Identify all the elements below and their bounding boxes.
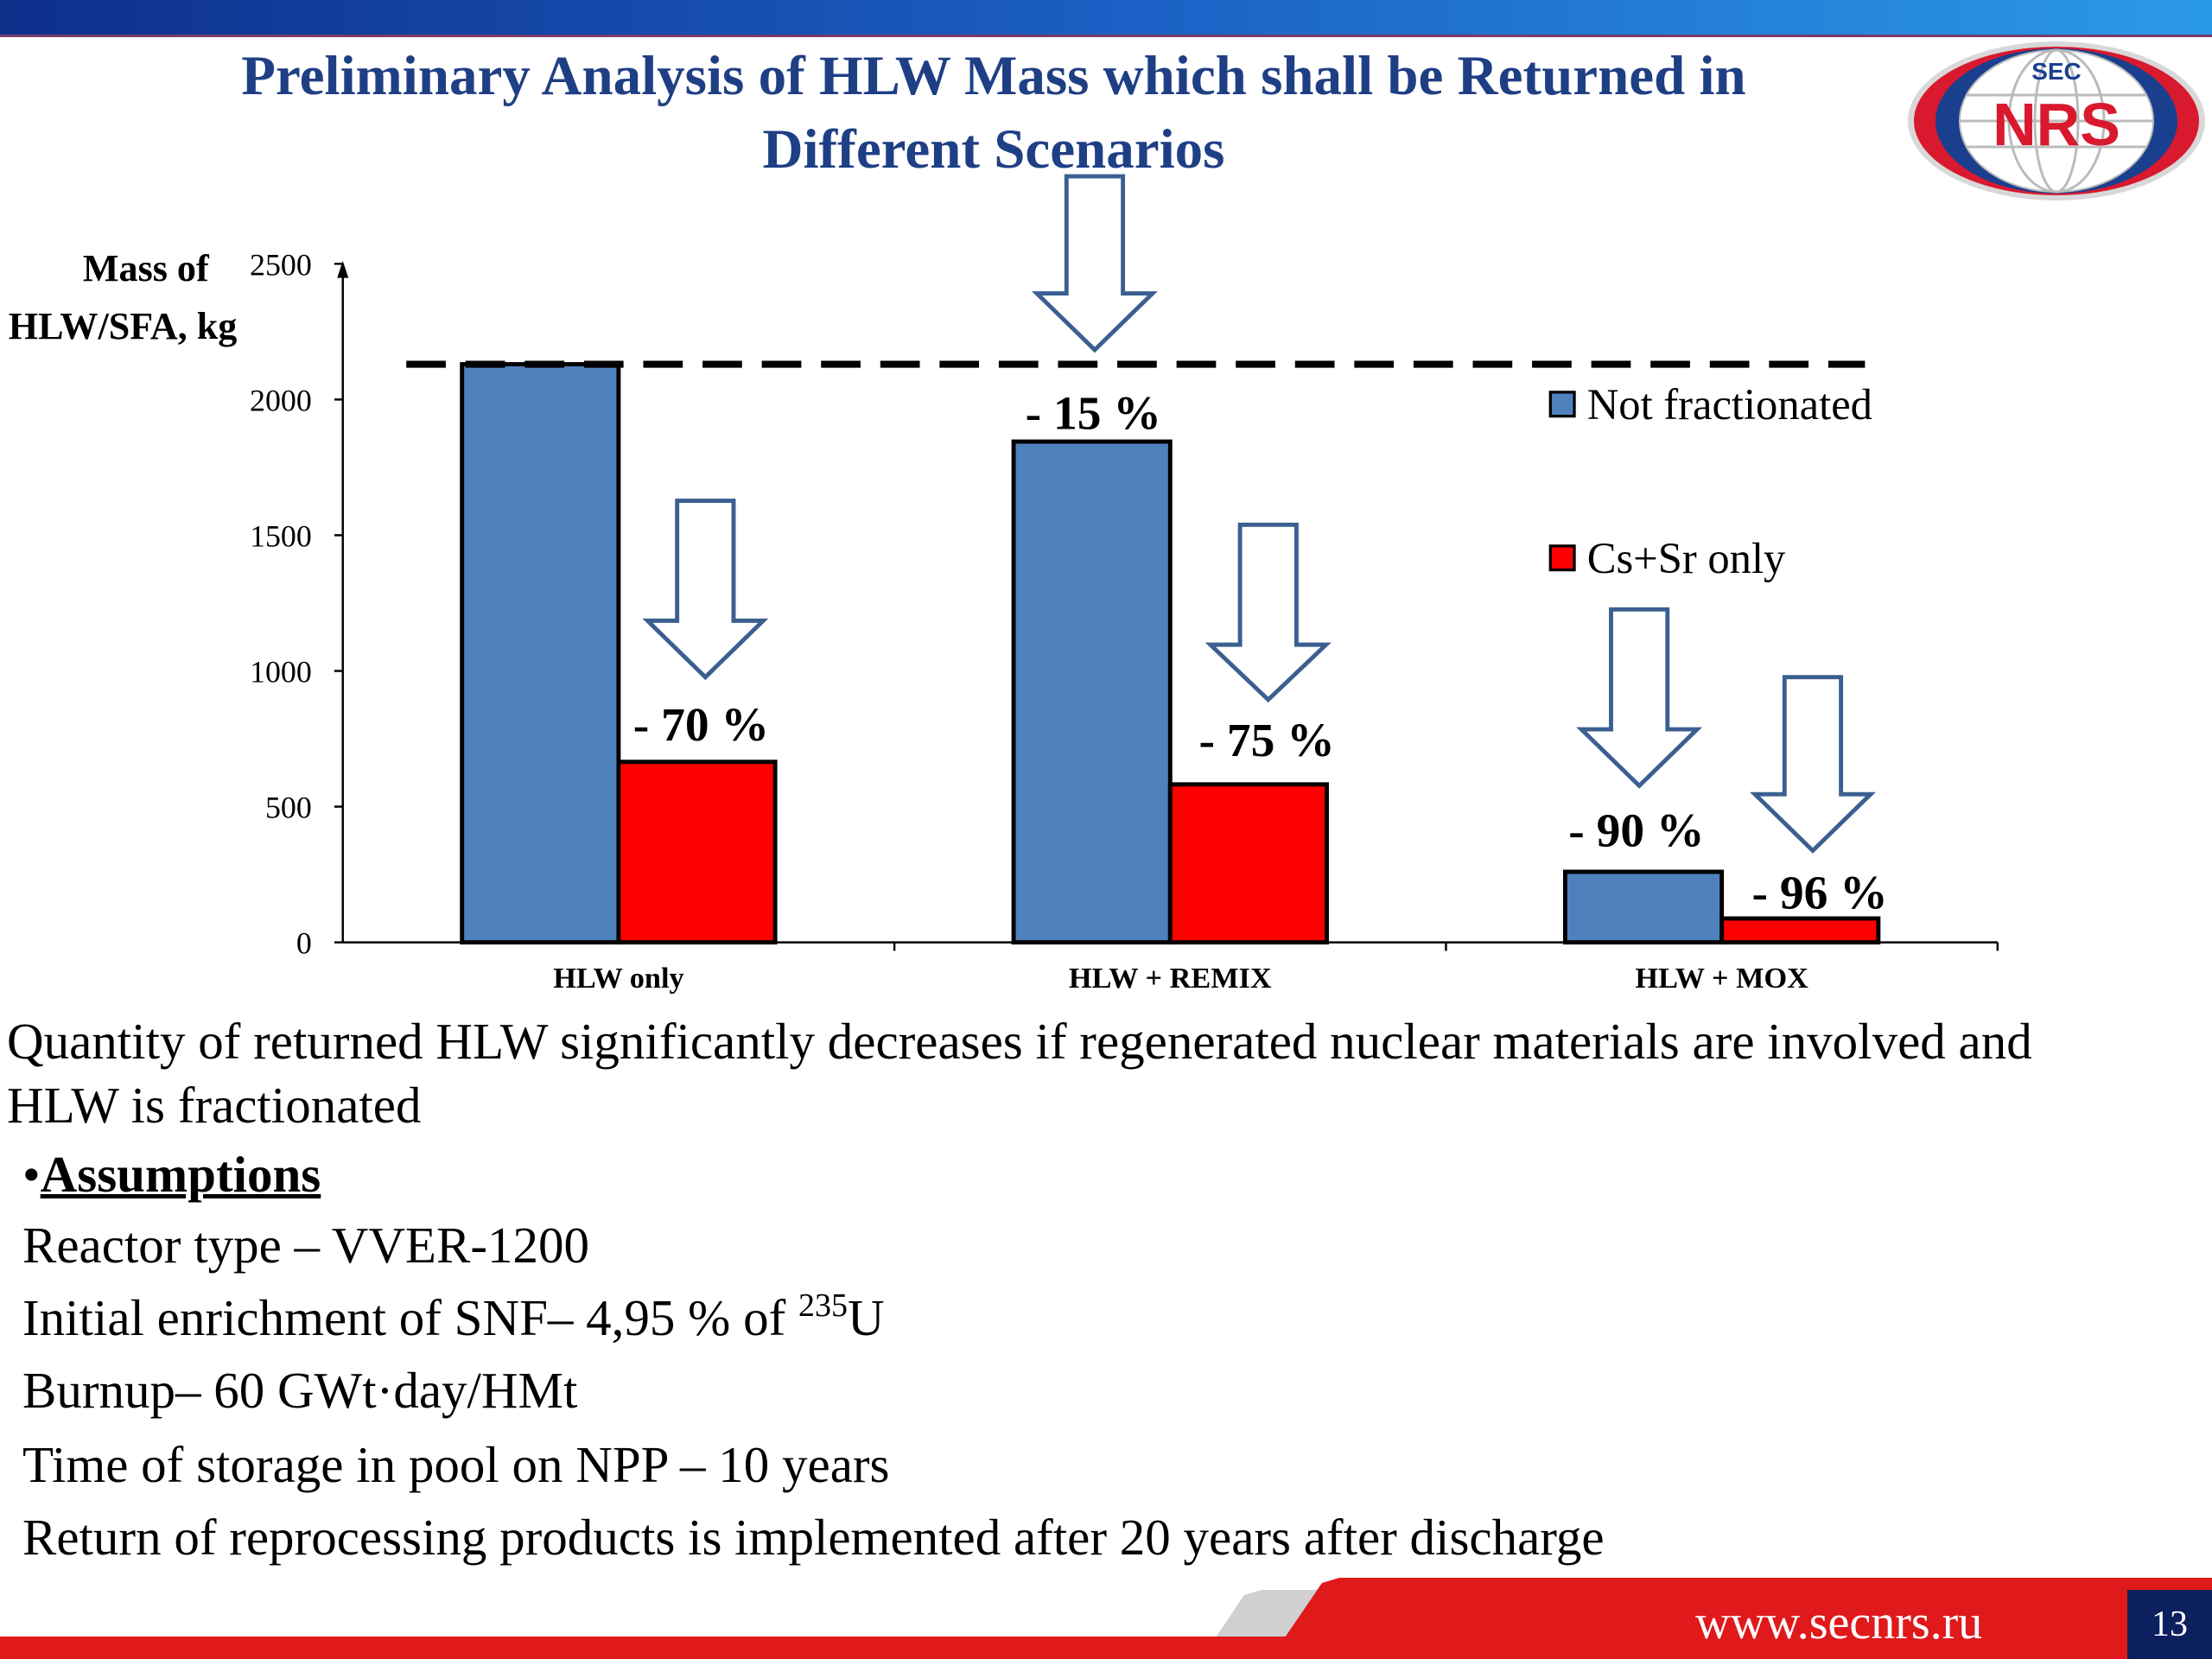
percent-reduction-label: - 90 % <box>1568 805 1704 858</box>
summary-line-1: Quantity of returned HLW significantly d… <box>7 1013 2032 1070</box>
down-arrow-icon <box>1031 174 1158 353</box>
bar-not-fractionated <box>1562 869 1725 945</box>
bar-cs-sr-only <box>1167 782 1329 945</box>
top-bar <box>0 0 2212 37</box>
footer-bar <box>0 1578 2212 1659</box>
logo-nrs-text: NRS <box>1993 91 2120 158</box>
assumption-reactor: Reactor type – VVER-1200 <box>22 1217 589 1274</box>
y-axis-label-line1: Mass of <box>83 247 210 289</box>
legend-label: Cs+Sr only <box>1587 534 1786 582</box>
assumption-return: Return of reprocessing products is imple… <box>22 1509 1605 1566</box>
percent-reduction-label: - 96 % <box>1752 867 1888 919</box>
down-arrow-icon <box>1750 675 1876 854</box>
enrichment-text: Initial enrichment of SNF– 4,95 % of <box>22 1289 798 1346</box>
sec-nrs-logo: SEC NRS <box>1908 41 2205 200</box>
title-line-2: Different Scenarios <box>762 118 1225 181</box>
y-axis-label-line2: HLW/SFA, kg <box>9 305 238 347</box>
page-number: 13 <box>2127 1590 2212 1659</box>
legend-swatch <box>1548 544 1576 572</box>
bar-not-fractionated <box>1011 439 1173 945</box>
down-arrow-icon <box>642 499 769 681</box>
y-tick-label: 1500 <box>250 518 312 553</box>
logo-sec-text: SEC <box>2031 58 2082 85</box>
summary-line-2: HLW is fractionated <box>7 1077 422 1134</box>
assumptions-title: Assumptions <box>40 1146 321 1203</box>
assumption-storage: Time of storage in pool on NPP – 10 year… <box>22 1436 890 1493</box>
legend-label: Not fractionated <box>1587 380 1872 429</box>
bar-cs-sr-only <box>1719 916 1881 945</box>
legend-swatch <box>1548 391 1576 418</box>
x-category-label: HLW + REMIX <box>1069 962 1272 995</box>
enrichment-element: U <box>847 1289 885 1346</box>
assumption-burnup: Burnup– 60 GWt·day/HMt <box>22 1362 578 1419</box>
bullet: • <box>22 1146 41 1203</box>
y-tick-label: 2500 <box>250 247 312 282</box>
x-category-label: HLW + MOX <box>1635 962 1808 995</box>
down-arrow-icon <box>1205 522 1332 703</box>
percent-reduction-label: - 70 % <box>633 699 769 752</box>
slide-title: Preliminary Analysis of HLW Mass which s… <box>104 40 1884 187</box>
x-category-label: HLW only <box>553 962 683 995</box>
y-tick-label: 2000 <box>250 383 312 417</box>
isotope-superscript: 235 <box>798 1287 848 1324</box>
down-arrow-icon <box>1576 607 1703 789</box>
assumption-enrichment: Initial enrichment of SNF– 4,95 % of 235… <box>22 1287 885 1348</box>
y-tick-label: 500 <box>265 791 312 825</box>
bar-cs-sr-only <box>616 760 778 945</box>
y-axis-arrow-icon <box>337 261 349 278</box>
bar-not-fractionated <box>460 362 621 945</box>
y-tick-label: 0 <box>296 926 312 961</box>
title-line-1: Preliminary Analysis of HLW Mass which s… <box>241 45 1746 107</box>
website-link[interactable]: www.secnrs.ru <box>1695 1596 1983 1649</box>
y-tick-label: 1000 <box>250 655 312 690</box>
percent-reduction-label: - 75 % <box>1199 715 1335 767</box>
assumptions-heading: •Assumptions <box>22 1144 321 1205</box>
percent-reduction-label: - 15 % <box>1026 387 1161 440</box>
